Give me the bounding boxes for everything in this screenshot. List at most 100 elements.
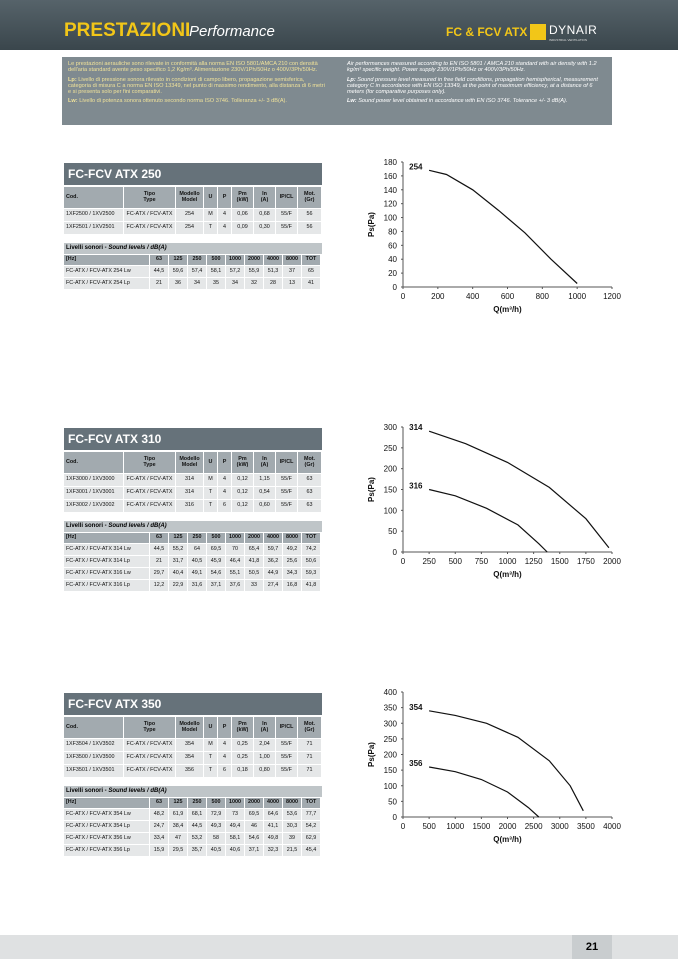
table-cell: 55/F (276, 500, 298, 513)
sound-cell: 59,6 (169, 266, 188, 278)
sound-header-cell: 250 (188, 798, 207, 809)
sound-cell: 59,7 (264, 544, 283, 556)
sound-header-cell: TOT (302, 798, 321, 809)
table-header-cell: U (204, 717, 218, 739)
y-tick-label: 50 (388, 527, 397, 536)
x-tick-label: 4000 (603, 822, 621, 831)
y-axis-label: Ps(Pa) (367, 742, 376, 767)
sound-cell: 40,5 (188, 556, 207, 568)
sound-header-cell: 125 (169, 255, 188, 266)
y-tick-label: 0 (393, 283, 398, 292)
table-cell: 254 (176, 209, 204, 222)
sound-cell: FC-ATX / FCV-ATX 316 Lp (64, 580, 150, 592)
section-title: FC-FCV ATX 310 (64, 428, 322, 450)
sound-cell: 21 (150, 556, 169, 568)
table-header-cell: P (218, 452, 232, 474)
sound-header-cell: 250 (188, 533, 207, 544)
table-cell: 1XF3002 / 1XV3002 (64, 500, 124, 513)
sound-cell: 64 (188, 544, 207, 556)
sound-cell: 47 (169, 833, 188, 845)
x-tick-label: 0 (401, 822, 406, 831)
intro-text: Livello di pressione sonora rilevato in … (68, 76, 325, 96)
sound-cell: 53,2 (188, 833, 207, 845)
y-tick-label: 160 (384, 172, 398, 181)
sound-cell: 58,1 (207, 266, 226, 278)
x-tick-label: 500 (449, 557, 463, 566)
curve-label: 316 (409, 482, 423, 491)
sound-cell: 41 (302, 278, 321, 290)
y-tick-label: 100 (384, 782, 398, 791)
y-tick-label: 350 (384, 704, 398, 713)
sound-cell: 37,1 (207, 580, 226, 592)
curve (428, 710, 584, 812)
sound-cell: 27,4 (264, 580, 283, 592)
sound-cell: FC-ATX / FCV-ATX 254 Lw (64, 266, 150, 278)
sound-cell: 31,7 (169, 556, 188, 568)
table-cell: 55/F (276, 739, 298, 752)
y-tick-label: 140 (384, 186, 398, 195)
table-cell: 0,18 (232, 765, 254, 778)
intro-paragraph: Lw: Sound power level obtained in accord… (347, 98, 606, 104)
sound-header-cell: 63 (150, 255, 169, 266)
sound-title-en: Sound levels / dB(A) (108, 245, 167, 251)
y-tick-label: 60 (388, 241, 397, 250)
footer-bar: 21 (0, 935, 678, 959)
logo-icon (530, 24, 546, 40)
sound-header-cell: TOT (302, 255, 321, 266)
sound-cell: 41,8 (302, 580, 321, 592)
curve (428, 169, 578, 284)
sound-cell: 41,1 (264, 821, 283, 833)
intro-label: Lp: (347, 76, 356, 83)
table-cell: 71 (298, 765, 322, 778)
table-header-cell: Pm (kW) (232, 187, 254, 209)
sound-cell: 58 (207, 833, 226, 845)
brand-tagline: INDUSTRIAL VENTILATION (549, 38, 588, 42)
table-cell: 354 (176, 752, 204, 765)
table-header-cell: Mot. (Gr) (298, 717, 322, 739)
table-header-cell: Cod. (64, 452, 124, 474)
x-axis-label: Q(m³/h) (493, 305, 522, 314)
sound-cell: 21 (150, 278, 169, 290)
sound-cell: 34,3 (283, 568, 302, 580)
table-cell: 0,54 (254, 487, 276, 500)
table-cell: 0,30 (254, 222, 276, 235)
sound-cell: 38,4 (169, 821, 188, 833)
intro-paragraph: Lp: Livello di pressione sonora rilevato… (68, 77, 327, 96)
y-tick-label: 100 (384, 214, 398, 223)
sound-cell: 72,9 (207, 809, 226, 821)
table-cell: 0,68 (254, 209, 276, 222)
sound-cell: 37 (283, 266, 302, 278)
sound-header-cell: 8000 (283, 533, 302, 544)
table-header-cell: In (A) (254, 187, 276, 209)
intro-paragraph: Lp: Sound pressure level measured in fre… (347, 77, 606, 96)
sound-title-it: Livelli sonori - (66, 523, 109, 529)
x-tick-label: 500 (422, 822, 436, 831)
table-cell: 354 (176, 739, 204, 752)
x-tick-label: 0 (401, 292, 406, 301)
sound-title: Livelli sonori - Sound levels / dB(A) (64, 243, 322, 254)
sound-title-it: Livelli sonori - (66, 788, 109, 794)
sound-header-cell: TOT (302, 533, 321, 544)
table-cell: FC-ATX / FCV-ATX (124, 752, 176, 765)
sound-cell: 35 (207, 278, 226, 290)
table-cell: 316 (176, 500, 204, 513)
y-tick-label: 300 (384, 719, 398, 728)
sound-cell: 44,5 (188, 821, 207, 833)
x-axis-label: Q(m³/h) (493, 835, 522, 844)
sound-cell: 46 (245, 821, 264, 833)
sound-cell: 36 (169, 278, 188, 290)
sound-cell: 49,2 (283, 544, 302, 556)
intro-text: Air performances measured according to E… (347, 61, 597, 74)
table-header-cell: Pm (kW) (232, 717, 254, 739)
sound-header-cell: 2000 (245, 798, 264, 809)
table-header-cell: Mot. (Gr) (298, 187, 322, 209)
table-header-cell: IP/CL (276, 717, 298, 739)
chart: 0 50 100 150 200 250 300 0 250 500 750 1000 1250 1500… (367, 423, 621, 579)
y-tick-label: 300 (384, 423, 398, 432)
section-title: FC-FCV ATX 250 (64, 163, 322, 185)
sound-cell: 74,2 (302, 544, 321, 556)
y-tick-label: 0 (393, 548, 398, 557)
table-cell: 55/F (276, 752, 298, 765)
